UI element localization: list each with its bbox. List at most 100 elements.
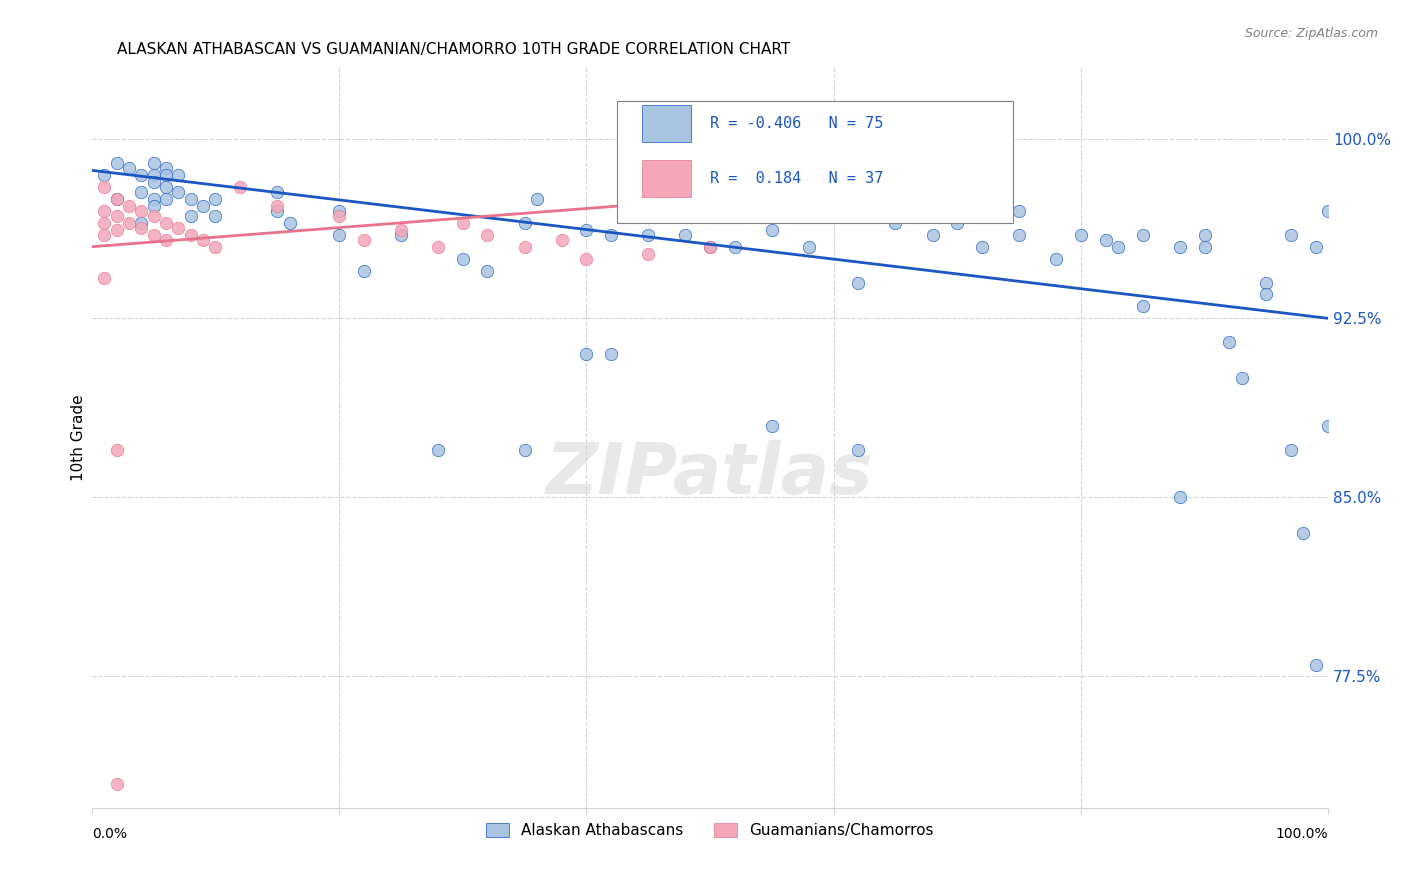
Point (142, 192, 165, 206)
Text: 0.0%: 0.0% (91, 827, 127, 841)
Point (1305, 657, 1327, 672)
Point (724, 240, 747, 254)
Point (1008, 203, 1031, 218)
Point (427, 240, 450, 254)
Point (142, 209, 165, 223)
Point (278, 216, 301, 230)
Point (846, 276, 869, 290)
Point (1279, 442, 1302, 457)
Point (389, 227, 412, 242)
Point (180, 192, 202, 206)
Point (1292, 526, 1315, 541)
Text: 100.0%: 100.0% (1275, 827, 1329, 841)
Point (167, 168, 190, 182)
Point (797, 240, 820, 254)
Point (673, 227, 696, 242)
Point (142, 227, 165, 242)
Point (142, 156, 165, 170)
Point (266, 185, 288, 199)
Point (1168, 491, 1191, 505)
Point (105, 209, 128, 223)
Point (105, 223, 128, 237)
Point (884, 203, 907, 218)
Point (1317, 203, 1340, 218)
Point (575, 347, 598, 361)
Text: ALASKAN ATHABASCAN VS GUAMANIAN/CHAMORRO 10TH GRADE CORRELATION CHART: ALASKAN ATHABASCAN VS GUAMANIAN/CHAMORRO… (117, 42, 790, 57)
Point (1194, 227, 1216, 242)
Point (266, 199, 288, 213)
Point (167, 220, 190, 235)
Point (180, 227, 202, 242)
Point (699, 240, 721, 254)
Point (637, 227, 659, 242)
Point (118, 199, 141, 213)
Point (513, 442, 536, 457)
Point (1132, 299, 1154, 313)
Point (600, 227, 623, 242)
Legend: Alaskan Athabascans, Guamanians/Chamorros: Alaskan Athabascans, Guamanians/Chamorro… (479, 817, 939, 845)
Point (1070, 227, 1092, 242)
Point (229, 180, 252, 194)
Point (526, 192, 548, 206)
Point (266, 203, 288, 218)
Point (142, 175, 165, 189)
Point (93, 227, 115, 242)
Point (761, 223, 783, 237)
Point (191, 233, 214, 247)
Point (427, 442, 450, 457)
Point (105, 156, 128, 170)
Point (105, 192, 128, 206)
Point (477, 227, 499, 242)
Text: Source: ZipAtlas.com: Source: ZipAtlas.com (1244, 27, 1378, 40)
Point (761, 418, 783, 433)
Point (118, 161, 141, 175)
Point (1045, 252, 1067, 266)
FancyBboxPatch shape (643, 161, 692, 197)
Point (1194, 240, 1216, 254)
Point (93, 270, 115, 285)
Point (204, 209, 226, 223)
Point (155, 161, 177, 175)
Point (105, 442, 128, 457)
Point (575, 223, 598, 237)
Point (451, 216, 474, 230)
Point (1279, 227, 1302, 242)
Point (513, 240, 536, 254)
Point (1094, 233, 1116, 247)
Point (105, 777, 128, 791)
Point (389, 223, 412, 237)
Point (637, 247, 659, 261)
Point (155, 233, 177, 247)
Point (93, 203, 115, 218)
Point (129, 220, 152, 235)
Point (921, 227, 943, 242)
Point (1230, 371, 1253, 385)
Point (328, 227, 350, 242)
Point (1008, 227, 1031, 242)
Point (191, 199, 214, 213)
Point (129, 168, 152, 182)
Point (477, 263, 499, 277)
Point (93, 216, 115, 230)
Point (1168, 240, 1191, 254)
Point (1107, 240, 1129, 254)
Point (180, 209, 202, 223)
Point (142, 199, 165, 213)
Text: R =  0.184   N = 37: R = 0.184 N = 37 (710, 171, 883, 186)
Point (129, 203, 152, 218)
Point (155, 168, 177, 182)
Point (1256, 287, 1278, 301)
Point (204, 192, 226, 206)
Point (167, 185, 190, 199)
Point (513, 216, 536, 230)
Point (1218, 335, 1240, 350)
Point (353, 233, 375, 247)
Point (129, 185, 152, 199)
Point (129, 216, 152, 230)
Point (155, 216, 177, 230)
Point (328, 203, 350, 218)
Point (93, 180, 115, 194)
Point (884, 216, 907, 230)
Point (550, 233, 572, 247)
Point (451, 252, 474, 266)
